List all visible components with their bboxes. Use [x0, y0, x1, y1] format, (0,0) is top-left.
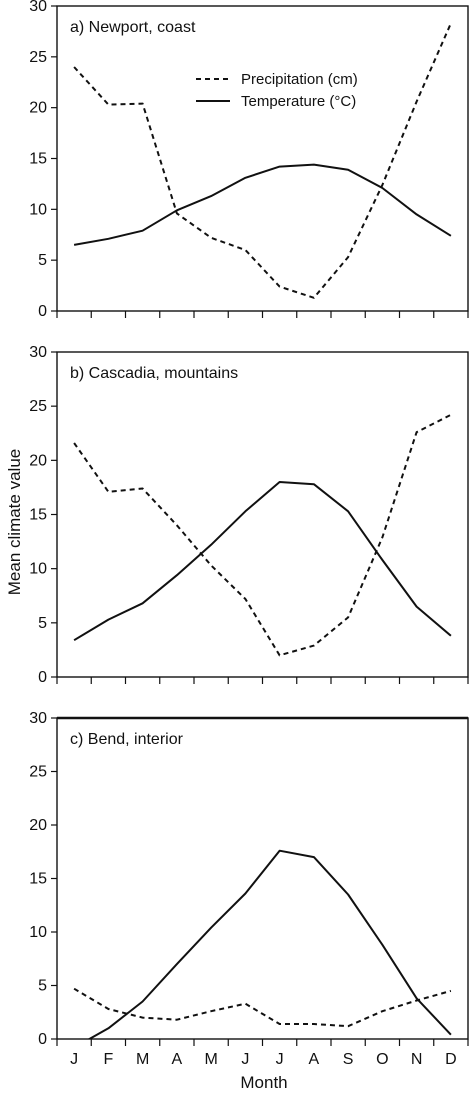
y-tick-label: 25 — [29, 398, 47, 415]
y-tick-label: 0 — [38, 303, 47, 320]
y-tick-label: 0 — [38, 669, 47, 686]
y-tick-label: 10 — [29, 561, 47, 578]
x-tick-label: M — [204, 1051, 217, 1068]
y-tick-label: 15 — [29, 507, 47, 524]
x-tick-label: D — [445, 1051, 457, 1068]
x-tick-label: S — [343, 1051, 354, 1068]
temperature-line — [73, 481, 452, 642]
panel-frame — [56, 717, 469, 1040]
y-tick-label: 20 — [29, 817, 47, 834]
y-tick-label: 25 — [29, 764, 47, 781]
y-tick-label: 5 — [38, 615, 47, 632]
x-axis-title: Month — [240, 1073, 287, 1092]
panel-title: c) Bend, interior — [70, 731, 184, 748]
x-tick-label: J — [70, 1051, 78, 1068]
y-tick-label: 5 — [38, 252, 47, 269]
y-tick-label: 30 — [29, 0, 47, 15]
y-tick-label: 20 — [29, 100, 47, 117]
x-tick-label: O — [376, 1051, 388, 1068]
y-tick-label: 5 — [38, 978, 47, 995]
y-tick-label: 30 — [29, 344, 47, 361]
panel-title: b) Cascadia, mountains — [70, 365, 238, 382]
x-tick-label: A — [309, 1051, 320, 1068]
y-tick-label: 10 — [29, 201, 47, 218]
precipitation-line — [73, 413, 452, 657]
y-tick-label: 15 — [29, 151, 47, 168]
precipitation-line — [73, 987, 452, 1028]
x-tick-label: F — [103, 1051, 113, 1068]
y-tick-label: 20 — [29, 452, 47, 469]
y-tick-label: 0 — [38, 1031, 47, 1048]
x-tick-label: A — [172, 1051, 183, 1068]
panel-title: a) Newport, coast — [70, 19, 196, 36]
legend-label: Precipitation (cm) — [241, 71, 358, 88]
legend-label: Temperature (°C) — [241, 93, 356, 110]
panel-frame — [56, 351, 469, 678]
x-tick-label: M — [136, 1051, 149, 1068]
x-tick-label: J — [241, 1051, 249, 1068]
y-tick-label: 15 — [29, 871, 47, 888]
y-axis-title: Mean climate value — [5, 449, 24, 595]
x-tick-label: N — [411, 1051, 423, 1068]
panel-frame — [56, 5, 469, 312]
temperature-line — [87, 849, 452, 1039]
y-tick-label: 30 — [29, 710, 47, 727]
y-tick-label: 10 — [29, 924, 47, 941]
x-tick-label: J — [276, 1051, 284, 1068]
temperature-line — [73, 163, 452, 246]
y-tick-label: 25 — [29, 49, 47, 66]
precipitation-line — [73, 22, 452, 299]
